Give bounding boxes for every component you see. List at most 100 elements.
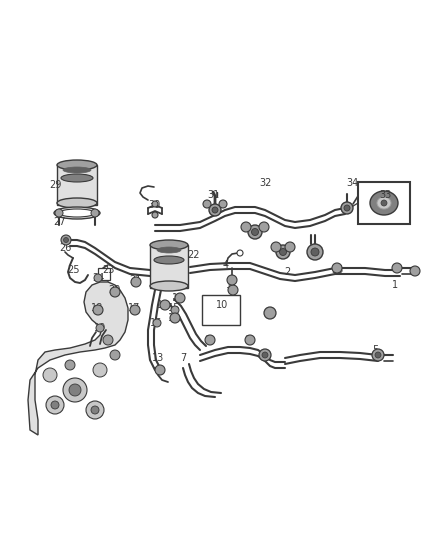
Circle shape <box>259 222 269 232</box>
Text: 20: 20 <box>108 285 120 295</box>
Text: 35: 35 <box>332 265 344 275</box>
Text: 8: 8 <box>244 335 250 345</box>
Text: 3: 3 <box>229 288 235 298</box>
Ellipse shape <box>57 198 97 208</box>
Text: 12: 12 <box>168 313 180 323</box>
Circle shape <box>171 306 179 314</box>
Circle shape <box>130 305 140 315</box>
Circle shape <box>91 406 99 414</box>
Circle shape <box>103 335 113 345</box>
Circle shape <box>131 277 141 287</box>
Circle shape <box>152 201 158 207</box>
Circle shape <box>276 245 290 259</box>
Text: 2: 2 <box>284 267 290 277</box>
Text: 15: 15 <box>168 303 180 313</box>
Circle shape <box>219 200 227 208</box>
Text: 38: 38 <box>250 227 262 237</box>
Text: 7: 7 <box>180 353 186 363</box>
Ellipse shape <box>59 209 95 217</box>
Circle shape <box>155 365 165 375</box>
Circle shape <box>311 248 319 256</box>
Bar <box>150 245 188 288</box>
Text: 10: 10 <box>216 300 228 310</box>
Bar <box>57 165 97 205</box>
Bar <box>202 295 240 325</box>
Ellipse shape <box>157 247 181 253</box>
Circle shape <box>51 401 59 409</box>
Ellipse shape <box>63 167 91 173</box>
Circle shape <box>241 222 251 232</box>
Circle shape <box>227 275 237 285</box>
Circle shape <box>86 401 104 419</box>
Text: 21: 21 <box>129 275 141 285</box>
Circle shape <box>248 225 262 239</box>
Text: 11: 11 <box>226 280 238 290</box>
Text: 23: 23 <box>102 265 114 275</box>
Ellipse shape <box>61 174 93 182</box>
Circle shape <box>285 242 295 252</box>
Text: 24: 24 <box>92 273 104 283</box>
Circle shape <box>91 209 99 217</box>
Text: 13: 13 <box>152 353 164 363</box>
Circle shape <box>93 363 107 377</box>
Text: 34: 34 <box>346 178 358 188</box>
Text: 8: 8 <box>204 335 210 345</box>
Circle shape <box>381 200 387 206</box>
Bar <box>358 182 410 224</box>
Circle shape <box>228 285 238 295</box>
Text: 29: 29 <box>49 180 61 190</box>
Text: 14: 14 <box>157 300 169 310</box>
Circle shape <box>96 324 104 332</box>
Circle shape <box>93 305 103 315</box>
Circle shape <box>375 352 381 358</box>
Text: 4: 4 <box>223 260 229 270</box>
Ellipse shape <box>54 207 100 219</box>
Text: 31: 31 <box>207 190 219 200</box>
Circle shape <box>264 307 276 319</box>
Text: 18: 18 <box>91 303 103 313</box>
Text: 26: 26 <box>59 243 71 253</box>
Text: 36: 36 <box>311 247 323 257</box>
Text: 37: 37 <box>279 247 291 257</box>
Circle shape <box>203 200 211 208</box>
Circle shape <box>94 274 102 282</box>
Text: 30: 30 <box>148 200 160 210</box>
Circle shape <box>43 368 57 382</box>
Circle shape <box>279 248 286 255</box>
Circle shape <box>372 349 384 361</box>
Circle shape <box>64 238 68 243</box>
Ellipse shape <box>370 191 398 215</box>
Circle shape <box>110 350 120 360</box>
Text: 14: 14 <box>172 293 184 303</box>
Text: 27: 27 <box>53 217 65 227</box>
Text: 17: 17 <box>128 303 140 313</box>
Circle shape <box>65 360 75 370</box>
Circle shape <box>245 335 255 345</box>
Circle shape <box>160 300 170 310</box>
Circle shape <box>341 202 353 214</box>
Circle shape <box>344 205 350 211</box>
Circle shape <box>63 378 87 402</box>
Circle shape <box>55 209 63 217</box>
Ellipse shape <box>154 256 184 264</box>
Circle shape <box>307 244 323 260</box>
Text: 5: 5 <box>372 345 378 355</box>
Circle shape <box>410 266 420 276</box>
Text: 6: 6 <box>262 350 268 360</box>
Circle shape <box>271 242 281 252</box>
Circle shape <box>392 263 402 273</box>
Circle shape <box>170 313 180 323</box>
Ellipse shape <box>150 281 188 291</box>
Text: 1: 1 <box>392 280 398 290</box>
Text: 32: 32 <box>260 178 272 188</box>
Circle shape <box>259 349 271 361</box>
Circle shape <box>175 293 185 303</box>
Circle shape <box>262 352 268 358</box>
Ellipse shape <box>377 197 391 209</box>
Text: 22: 22 <box>188 250 200 260</box>
Ellipse shape <box>57 160 97 170</box>
Circle shape <box>69 384 81 396</box>
Circle shape <box>237 250 243 256</box>
Polygon shape <box>28 282 128 435</box>
Circle shape <box>205 335 215 345</box>
